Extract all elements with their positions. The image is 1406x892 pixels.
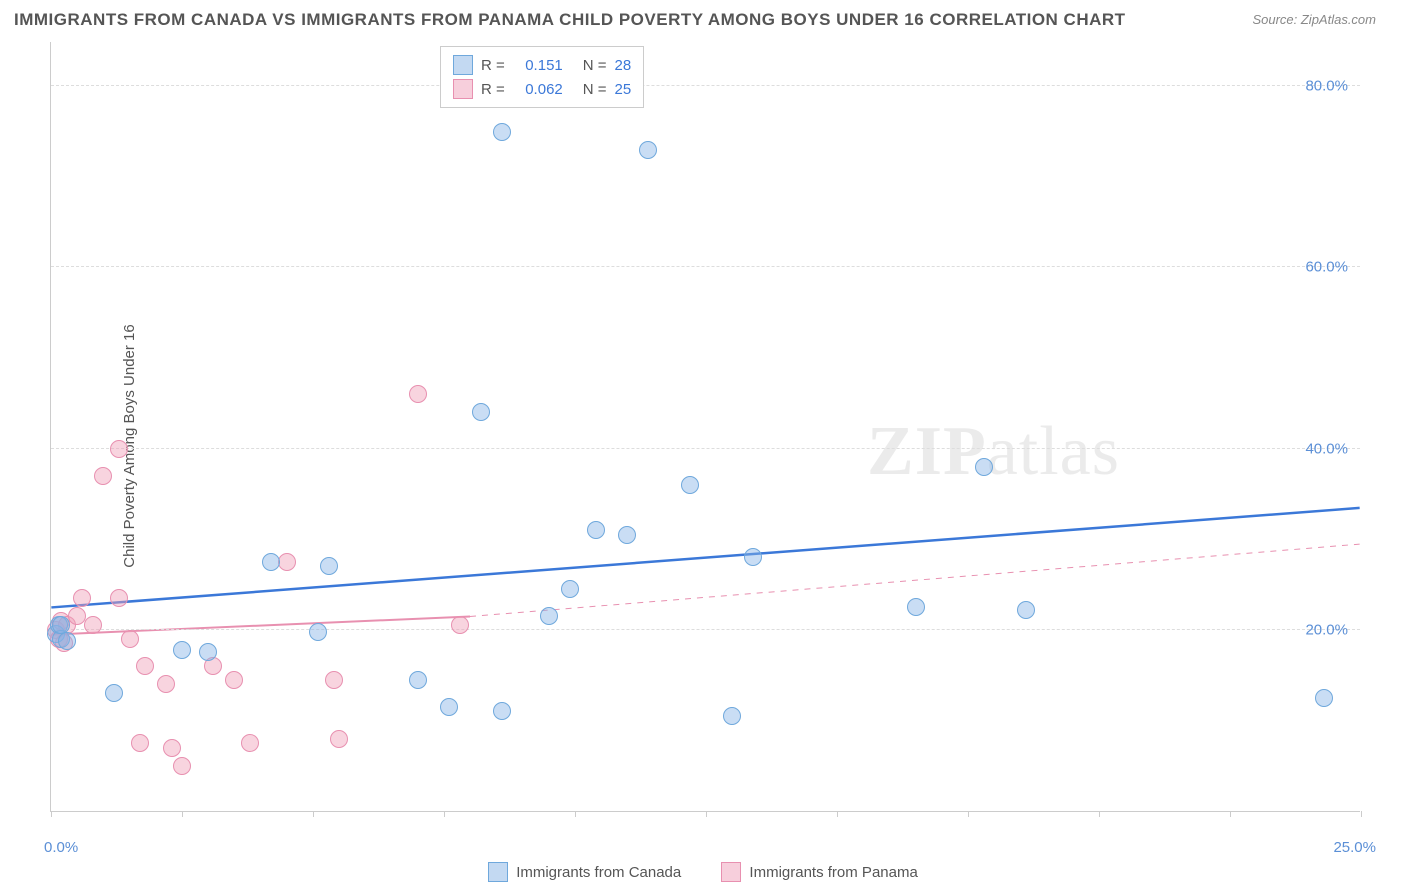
scatter-point-canada (561, 580, 579, 598)
r-value-canada: 0.151 (513, 57, 563, 74)
scatter-point-canada (681, 476, 699, 494)
scatter-point-canada (493, 702, 511, 720)
source-attribution: Source: ZipAtlas.com (1252, 12, 1376, 27)
x-tick (837, 811, 838, 817)
scatter-point-panama (84, 616, 102, 634)
source-label: Source: (1252, 12, 1300, 27)
legend-swatch-panama (453, 79, 473, 99)
legend-row-panama: R = 0.062 N = 25 (453, 77, 631, 101)
scatter-point-canada (723, 707, 741, 725)
x-tick (575, 811, 576, 817)
scatter-point-canada (744, 548, 762, 566)
legend-swatch-panama (721, 862, 741, 882)
scatter-point-panama (110, 589, 128, 607)
scatter-point-canada (907, 598, 925, 616)
watermark-zip: ZIP (867, 413, 987, 490)
watermark: ZIPatlas (867, 412, 1120, 492)
x-tick (182, 811, 183, 817)
source-name: ZipAtlas.com (1301, 12, 1376, 27)
trendline-canada (51, 508, 1359, 608)
y-tick-label: 20.0% (1305, 621, 1348, 638)
scatter-point-panama (173, 757, 191, 775)
x-tick (1230, 811, 1231, 817)
legend-row-canada: R = 0.151 N = 28 (453, 53, 631, 77)
scatter-point-panama (121, 630, 139, 648)
series-legend: Immigrants from Canada Immigrants from P… (0, 862, 1406, 886)
r-label: R = (481, 81, 505, 98)
legend-label-panama: Immigrants from Panama (749, 864, 917, 881)
scatter-point-canada (58, 632, 76, 650)
scatter-point-canada (540, 607, 558, 625)
r-label: R = (481, 57, 505, 74)
x-tick-min: 0.0% (44, 839, 78, 856)
scatter-point-canada (618, 526, 636, 544)
scatter-point-panama (278, 553, 296, 571)
scatter-point-panama (241, 734, 259, 752)
scatter-point-canada (309, 623, 327, 641)
scatter-point-canada (493, 123, 511, 141)
trend-lines-svg (51, 42, 1360, 811)
correlation-legend: R = 0.151 N = 28 R = 0.062 N = 25 (440, 46, 644, 108)
plot-area: ZIPatlas 20.0% 40.0% 60.0% 80.0% (50, 42, 1360, 812)
trendline-panama-solid (51, 616, 470, 634)
scatter-point-panama (110, 440, 128, 458)
x-tick (444, 811, 445, 817)
x-tick (313, 811, 314, 817)
watermark-atlas: atlas (987, 413, 1120, 490)
gridline (51, 629, 1360, 630)
scatter-point-panama (225, 671, 243, 689)
n-value-canada: 28 (615, 57, 632, 74)
scatter-point-canada (199, 643, 217, 661)
x-tick-max: 25.0% (1333, 839, 1376, 856)
scatter-point-panama (409, 385, 427, 403)
x-tick (51, 811, 52, 817)
chart-title: IMMIGRANTS FROM CANADA VS IMMIGRANTS FRO… (14, 10, 1126, 30)
scatter-point-panama (136, 657, 154, 675)
scatter-point-panama (451, 616, 469, 634)
gridline (51, 266, 1360, 267)
legend-item-panama: Immigrants from Panama (721, 862, 917, 882)
scatter-point-canada (472, 403, 490, 421)
n-label: N = (583, 81, 607, 98)
scatter-point-canada (440, 698, 458, 716)
legend-item-canada: Immigrants from Canada (488, 862, 681, 882)
y-tick-label: 40.0% (1305, 440, 1348, 457)
legend-swatch-canada (488, 862, 508, 882)
scatter-point-canada (639, 141, 657, 159)
scatter-point-canada (320, 557, 338, 575)
x-tick (1361, 811, 1362, 817)
scatter-point-panama (330, 730, 348, 748)
x-tick (706, 811, 707, 817)
scatter-point-canada (587, 521, 605, 539)
y-tick-label: 60.0% (1305, 259, 1348, 276)
scatter-point-canada (409, 671, 427, 689)
scatter-point-canada (1315, 689, 1333, 707)
scatter-point-canada (1017, 601, 1035, 619)
n-label: N = (583, 57, 607, 74)
scatter-point-canada (173, 641, 191, 659)
scatter-point-panama (94, 467, 112, 485)
legend-label-canada: Immigrants from Canada (516, 864, 681, 881)
scatter-point-canada (105, 684, 123, 702)
scatter-point-panama (163, 739, 181, 757)
legend-swatch-canada (453, 55, 473, 75)
x-tick (968, 811, 969, 817)
r-value-panama: 0.062 (513, 81, 563, 98)
x-tick (1099, 811, 1100, 817)
scatter-point-panama (73, 589, 91, 607)
y-tick-label: 80.0% (1305, 78, 1348, 95)
gridline (51, 85, 1360, 86)
scatter-point-panama (157, 675, 175, 693)
scatter-point-canada (975, 458, 993, 476)
scatter-point-panama (131, 734, 149, 752)
scatter-point-canada (262, 553, 280, 571)
scatter-point-panama (325, 671, 343, 689)
gridline (51, 448, 1360, 449)
n-value-panama: 25 (615, 81, 632, 98)
